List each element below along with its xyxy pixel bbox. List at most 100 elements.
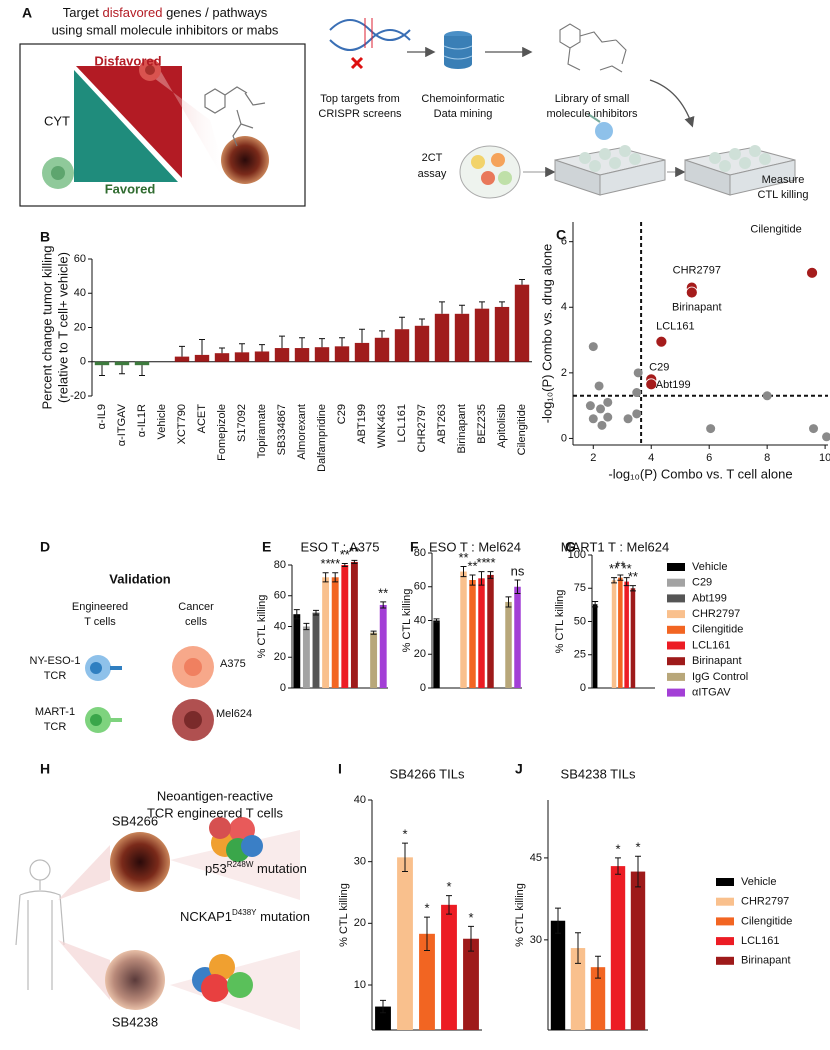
- title-part: disfavored: [102, 5, 162, 20]
- error-bar: [592, 601, 599, 608]
- error-bar: [439, 301, 445, 314]
- error-bar: [479, 301, 485, 309]
- y-tick-label: 45: [530, 852, 542, 864]
- point: [597, 420, 607, 430]
- y-tick-label: 60: [74, 253, 86, 265]
- significance: *: [424, 901, 429, 916]
- error-bar: [459, 304, 465, 314]
- point-label: Abt199: [656, 379, 691, 391]
- error-bar: [499, 301, 505, 307]
- bar: [234, 352, 250, 362]
- bar: [469, 580, 476, 688]
- y-tick-label: 30: [354, 856, 366, 868]
- panel-label: E: [262, 539, 271, 555]
- legend-swatch: [667, 688, 685, 697]
- error-bar: [399, 316, 405, 330]
- x-tick-label: ABT263: [436, 404, 448, 444]
- y-tick-label: 10: [354, 979, 366, 991]
- bar: [334, 346, 350, 362]
- chart-title: SB4238 TILs: [561, 766, 636, 781]
- gene: p53: [205, 861, 227, 876]
- bar: [514, 586, 521, 688]
- x-tick-label: C29: [336, 404, 348, 424]
- bar: [611, 580, 617, 688]
- x-axis-label: -log₁₀(P) Combo vs. T cell alone: [608, 466, 792, 481]
- x-tick-label: Cilengitide: [516, 404, 528, 455]
- error-bar: [514, 579, 521, 594]
- error-bar: [460, 566, 467, 578]
- error-bar: [239, 343, 245, 353]
- bar: [354, 342, 370, 362]
- error-bar: [299, 337, 305, 349]
- x-tick-label: CHR2797: [416, 404, 428, 452]
- y-axis-label: % CTL killing: [554, 590, 566, 654]
- point: [822, 432, 830, 442]
- bar: [294, 348, 310, 362]
- y-axis-label: -log₁₀(P) Combo vs. drug alone: [539, 244, 554, 424]
- y-axis-label: Percent change tumor killing: [39, 245, 54, 409]
- mutation: NCKAP1D438Y mutation: [180, 908, 310, 924]
- legend-label: Vehicle: [741, 876, 776, 888]
- point: [588, 414, 598, 424]
- x-tick-label: α-ITGAV: [116, 403, 128, 446]
- bar: [618, 577, 623, 688]
- y-axis-label: % CTL killing: [338, 883, 350, 947]
- x-tick-label: ABT199: [356, 404, 368, 444]
- row-header: NY-ESO-1: [30, 655, 81, 667]
- legend-label: C29: [692, 577, 712, 589]
- x-tick-label: α-IL9: [96, 404, 108, 429]
- bar: [505, 601, 512, 688]
- panel-label: J: [515, 761, 523, 777]
- y-tick-label: 20: [354, 917, 366, 929]
- x-tick-label: LCL161: [396, 404, 408, 443]
- y-axis-label: (relative to T cell+ vehicle): [55, 252, 70, 403]
- legend-swatch: [667, 641, 685, 650]
- x-tick-label: 8: [764, 452, 770, 464]
- error-bar: [359, 328, 365, 343]
- error-bar: [446, 895, 452, 915]
- error-bar: [303, 622, 310, 631]
- panel-label: H: [40, 761, 50, 777]
- bar: [434, 313, 450, 362]
- step-text: molecule inhibitors: [546, 108, 638, 120]
- legend-swatch: [667, 610, 685, 619]
- panel-label: C: [556, 227, 566, 243]
- y-tick-label: 40: [414, 614, 426, 626]
- bar: [433, 620, 440, 688]
- error-bar: [402, 842, 408, 873]
- panel-title: Target disfavored genes / pathways: [63, 5, 268, 20]
- y-tick-label: 25: [574, 649, 586, 661]
- bar: [610, 866, 626, 1030]
- x-tick-label: Vehicle: [156, 404, 168, 439]
- significance: **: [622, 561, 632, 576]
- bar: [312, 612, 320, 688]
- x-tick-label: S17092: [236, 404, 248, 442]
- bar: [331, 577, 339, 688]
- step-text: Library of small: [555, 93, 630, 105]
- bar: [592, 604, 598, 688]
- point: [632, 409, 642, 419]
- y-axis-label: % CTL killing: [401, 589, 413, 653]
- x-tick-label: Almorexant: [296, 404, 308, 460]
- point-label: LCL161: [656, 321, 695, 333]
- mutation: p53R248W mutation: [205, 860, 307, 876]
- y-tick-label: 60: [274, 590, 286, 602]
- bar: [274, 348, 290, 362]
- bar: [350, 561, 358, 688]
- title-part: Target: [63, 5, 103, 20]
- significance: **: [340, 547, 350, 562]
- cell-line: Mel624: [216, 708, 252, 720]
- x-tick-label: 2: [590, 452, 596, 464]
- y-tick-label: 40: [354, 794, 366, 806]
- error-bar: [380, 999, 386, 1014]
- bar: [214, 353, 230, 362]
- assay-text: 2CT: [422, 152, 443, 164]
- panel-label: A: [22, 5, 32, 21]
- error-bar: [279, 335, 285, 349]
- significance: **: [485, 555, 495, 570]
- significance: **: [349, 544, 359, 559]
- chart-title: MART1 T : Mel624: [561, 539, 669, 554]
- legend-label: Vehicle: [692, 561, 727, 573]
- assay-text: assay: [418, 168, 447, 180]
- significance: **: [615, 558, 625, 573]
